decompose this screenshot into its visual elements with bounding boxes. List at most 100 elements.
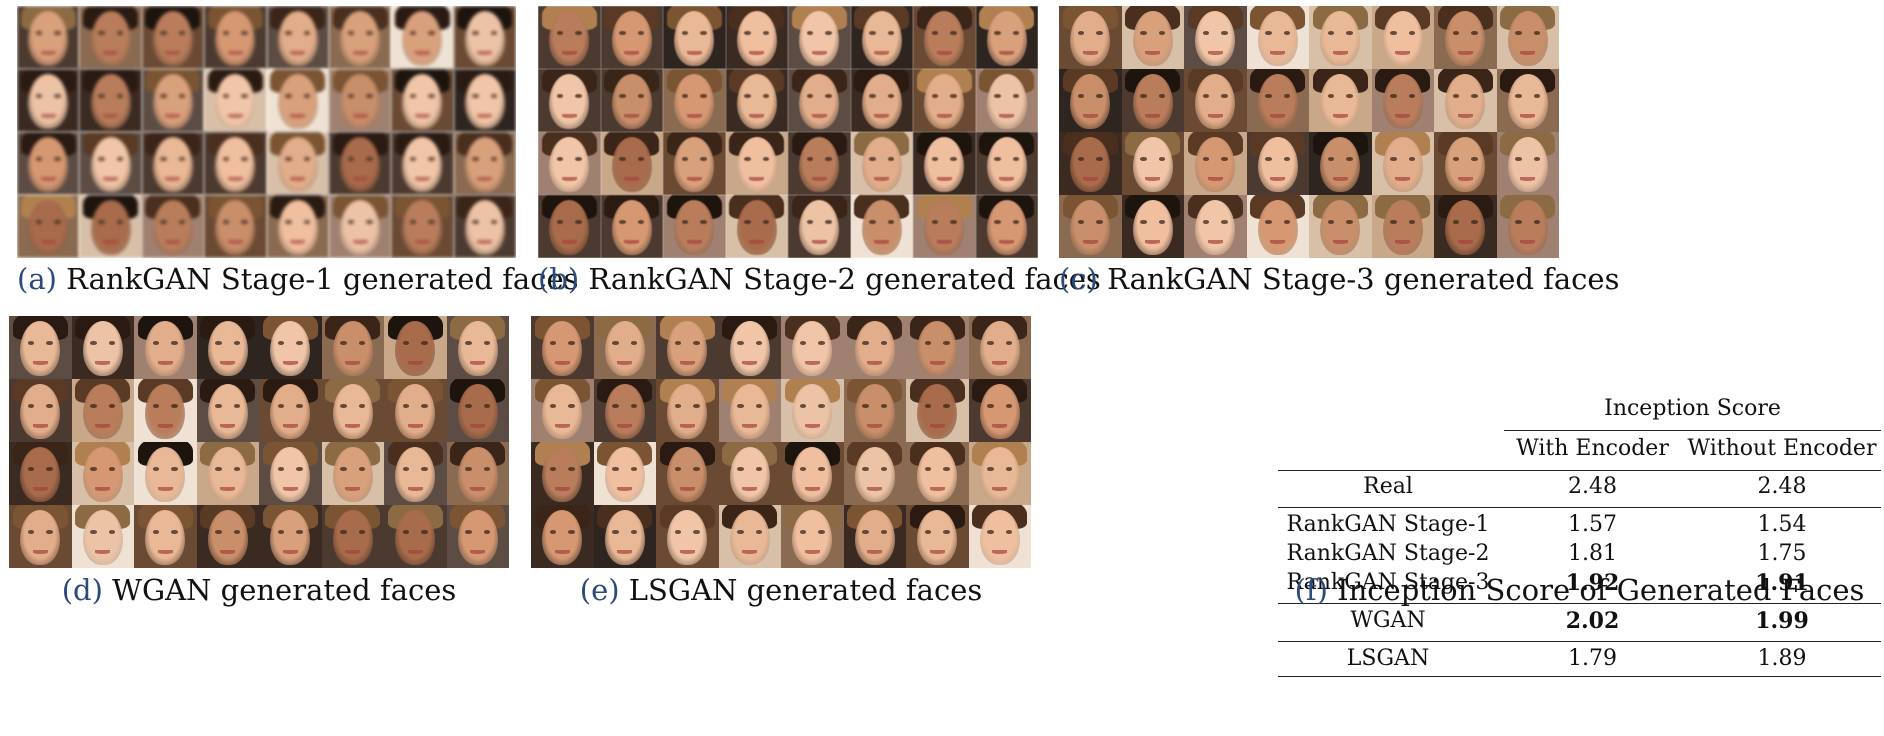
face-thumbnail <box>531 505 594 568</box>
table-row: WGAN 2.02 1.99 <box>1278 608 1881 642</box>
face-thumbnail <box>718 316 781 379</box>
face-thumbnail <box>391 195 454 258</box>
face-thumbnail <box>975 132 1038 195</box>
face-thumbnail <box>1434 6 1497 69</box>
face-thumbnail <box>788 132 851 195</box>
header-rule <box>1278 470 1881 471</box>
cell-without-encoder: 1.91 <box>1755 570 1809 596</box>
face-thumbnail <box>134 442 197 505</box>
face-thumbnail <box>321 442 384 505</box>
face-thumbnail <box>968 316 1031 379</box>
caption-text-f: Inception Score of Generated Faces <box>1337 573 1865 607</box>
table-bottom-rule <box>1278 676 1881 677</box>
face-thumbnail <box>204 195 267 258</box>
face-thumbnail <box>1496 132 1559 195</box>
face-thumbnail <box>384 442 447 505</box>
face-thumbnail <box>843 316 906 379</box>
face-thumbnail <box>196 442 259 505</box>
cell-with-encoder: 1.79 <box>1568 646 1617 671</box>
face-thumbnail <box>593 316 656 379</box>
face-thumbnail <box>259 379 322 442</box>
face-thumbnail <box>600 132 663 195</box>
caption-tag-e: (e) <box>579 573 620 607</box>
caption-text-e: LSGAN generated faces <box>628 573 983 607</box>
face-thumbnail <box>79 69 142 132</box>
caption-tag-d: (d) <box>61 573 103 607</box>
face-thumbnail <box>1371 69 1434 132</box>
face-thumbnail <box>725 69 788 132</box>
face-thumbnail <box>196 379 259 442</box>
face-thumbnail <box>204 132 267 195</box>
face-thumbnail <box>725 195 788 258</box>
face-thumbnail <box>781 379 844 442</box>
face-thumbnail <box>593 505 656 568</box>
face-thumbnail <box>781 505 844 568</box>
face-thumbnail <box>781 442 844 505</box>
face-thumbnail <box>1121 69 1184 132</box>
face-thumbnail <box>1246 6 1309 69</box>
row-rule <box>1278 603 1881 604</box>
face-thumbnail <box>17 195 80 258</box>
row-label: WGAN <box>1350 608 1426 633</box>
face-thumbnail <box>1184 195 1247 258</box>
table-row: LSGAN 1.79 1.89 <box>1278 646 1881 680</box>
face-thumbnail <box>968 442 1031 505</box>
face-thumbnail <box>1059 195 1122 258</box>
face-thumbnail <box>843 379 906 442</box>
face-thumbnail <box>1309 195 1372 258</box>
face-thumbnail <box>788 195 851 258</box>
face-thumbnail <box>141 132 205 195</box>
face-thumbnail <box>446 316 509 379</box>
group-rule <box>1504 430 1881 431</box>
face-thumbnail <box>1496 69 1559 132</box>
face-thumbnail <box>266 69 329 132</box>
face-thumbnail <box>9 442 72 505</box>
face-thumbnail <box>1059 132 1122 195</box>
face-thumbnail <box>1246 69 1309 132</box>
row-rule <box>1278 641 1881 642</box>
face-thumbnail <box>259 505 322 568</box>
cell-without-encoder: 1.54 <box>1757 512 1807 537</box>
face-thumbnail <box>141 195 205 258</box>
row-label: RankGAN Stage-1 <box>1286 512 1490 537</box>
face-thumbnail <box>663 6 726 69</box>
face-thumbnail <box>1496 6 1559 69</box>
face-thumbnail <box>906 505 969 568</box>
row-rule <box>1278 507 1881 508</box>
table-row: RankGAN Stage-3 1.92 1.91 <box>1278 570 1881 604</box>
face-thumbnail <box>1246 132 1309 195</box>
face-thumbnail <box>718 379 781 442</box>
face-thumbnail <box>17 6 80 69</box>
face-thumbnail <box>259 316 322 379</box>
face-grid-b <box>538 6 1038 258</box>
face-thumbnail <box>446 379 509 442</box>
cell-with-encoder: 2.48 <box>1568 474 1617 499</box>
face-thumbnail <box>663 132 726 195</box>
face-thumbnail <box>266 195 329 258</box>
face-thumbnail <box>17 69 80 132</box>
face-thumbnail <box>538 132 601 195</box>
face-thumbnail <box>850 195 913 258</box>
face-thumbnail <box>1059 6 1122 69</box>
cell-without-encoder: 1.89 <box>1757 646 1807 671</box>
face-thumbnail <box>781 316 844 379</box>
face-thumbnail <box>850 6 913 69</box>
caption-tag-f: (f) <box>1294 573 1328 607</box>
face-thumbnail <box>718 442 781 505</box>
caption-tag-c: (c) <box>1059 262 1098 296</box>
face-thumbnail <box>1309 69 1372 132</box>
face-thumbnail <box>17 132 80 195</box>
cell-with-encoder: 1.81 <box>1568 541 1617 566</box>
face-thumbnail <box>718 505 781 568</box>
col-header-without-encoder: Without Encoder <box>1687 436 1877 461</box>
cell-with-encoder: 1.92 <box>1565 570 1620 596</box>
face-grid-c <box>1059 6 1559 258</box>
face-thumbnail <box>1121 6 1184 69</box>
face-thumbnail <box>850 132 913 195</box>
face-thumbnail <box>1496 195 1559 258</box>
face-thumbnail <box>1059 69 1122 132</box>
face-thumbnail <box>913 195 976 258</box>
face-thumbnail <box>906 379 969 442</box>
caption-c: (c) RankGAN Stage-3 generated faces <box>1059 262 1619 296</box>
face-thumbnail <box>593 442 656 505</box>
